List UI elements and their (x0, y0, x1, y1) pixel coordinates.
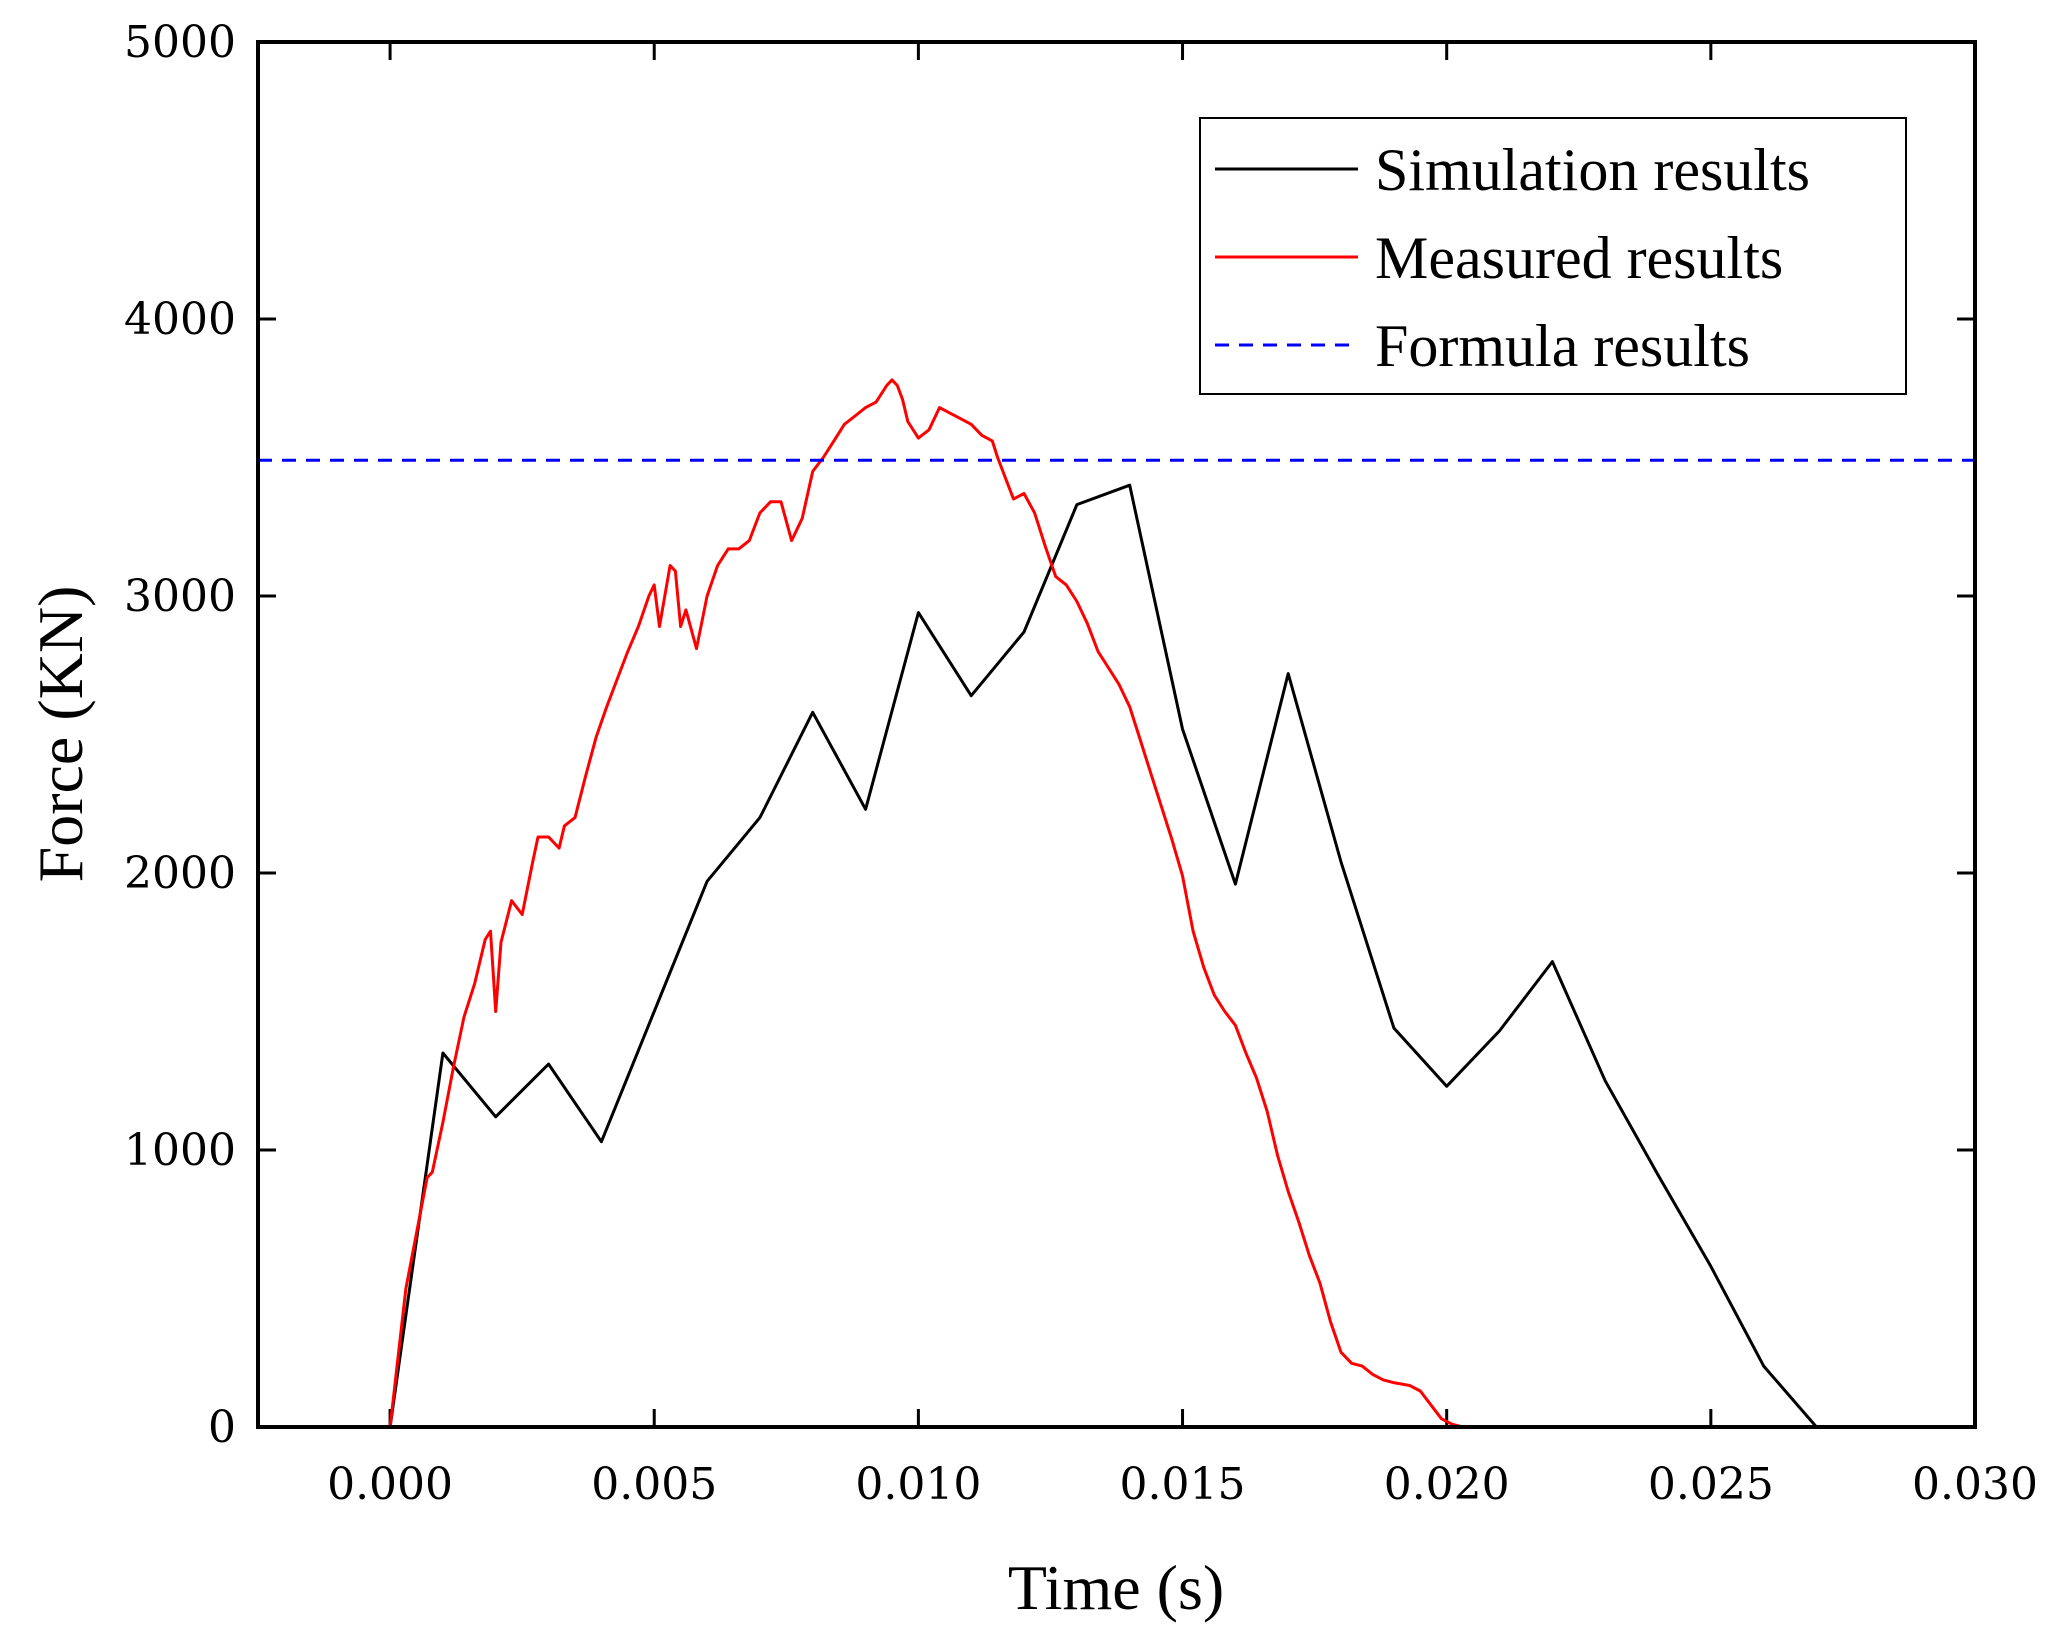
x-tick-label: 0.015 (1120, 1459, 1246, 1510)
y-axis-title: Force (KN) (25, 586, 96, 883)
series-measured-line (388, 378, 1975, 1429)
y-tick-label: 1000 (124, 1125, 236, 1176)
x-axis-title: Time (s) (1008, 1552, 1224, 1623)
x-tick-label: 0.005 (591, 1459, 717, 1510)
tick-labels: 0.000 0.005 0.010 0.015 0.020 0.025 0.030 0 1000… (124, 17, 2038, 1510)
x-tick-label: 0.030 (1912, 1459, 2038, 1510)
legend-label-simulation: Simulation results (1375, 137, 1810, 203)
y-tick-label: 5000 (124, 17, 236, 68)
plot-area (258, 378, 1975, 1429)
y-tick-label: 0 (208, 1402, 236, 1453)
y-tick-label: 3000 (124, 571, 236, 622)
x-tick-label: 0.000 (327, 1459, 453, 1510)
x-tick-label: 0.010 (855, 1459, 981, 1510)
legend-label-formula: Formula results (1375, 313, 1750, 379)
series-simulation-line (388, 483, 1975, 1429)
plot-frame (256, 40, 1977, 1429)
x-tick-label: 0.020 (1384, 1459, 1510, 1510)
legend-label-measured: Measured results (1375, 225, 1783, 291)
x-tick-label: 0.025 (1648, 1459, 1774, 1510)
y-tick-label: 4000 (124, 294, 236, 345)
y-tick-label: 2000 (124, 848, 236, 899)
legend: Simulation results Measured results Form… (1199, 117, 1907, 395)
